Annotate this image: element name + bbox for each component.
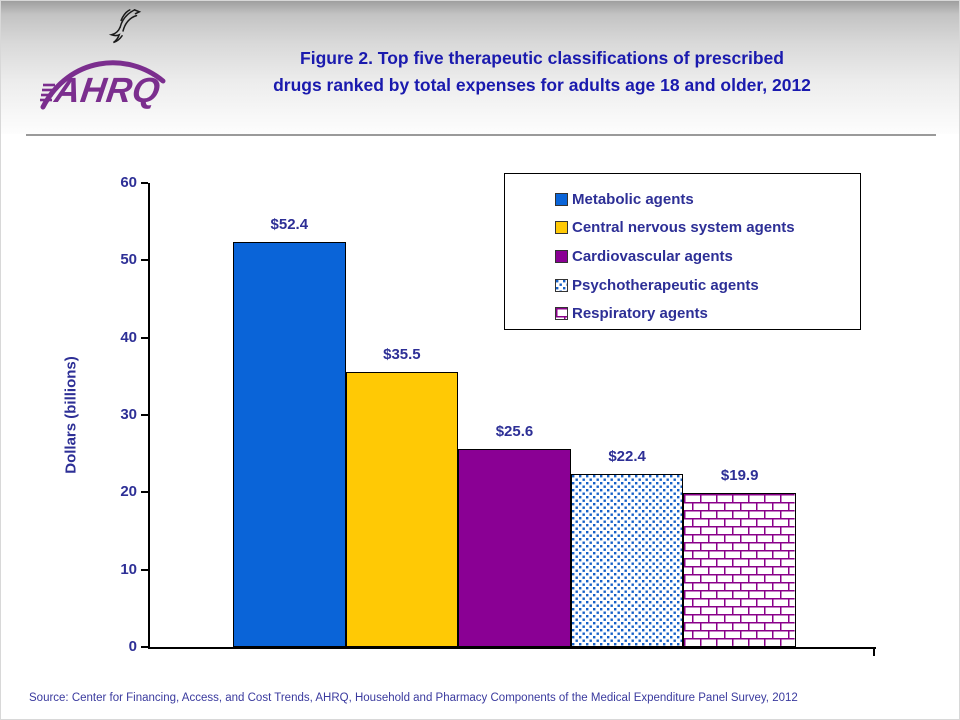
legend-swatch-metabolic-agents bbox=[555, 192, 568, 206]
legend-label-respiratory-agents: Respiratory agents bbox=[572, 305, 708, 323]
legend-swatch-central-nervous-system-agents bbox=[555, 221, 568, 235]
legend-swatch-psychotherapeutic-agents bbox=[555, 278, 568, 292]
legend-swatch-respiratory-agents bbox=[555, 307, 568, 321]
bar-value-label-respiratory-agents: $19.9 bbox=[720, 467, 759, 485]
ahrq-logo: AHRQ bbox=[39, 5, 171, 127]
y-tick-label-60: 60 bbox=[120, 174, 137, 191]
x-axis-end-tick bbox=[873, 649, 875, 656]
header-divider bbox=[26, 134, 936, 136]
bar-central-nervous-system-agents bbox=[345, 372, 459, 647]
bar-value-label-metabolic-agents: $52.4 bbox=[270, 215, 309, 233]
y-axis-title: Dollars (billions) bbox=[62, 356, 80, 474]
x-axis-line bbox=[148, 647, 876, 649]
y-tick-label-0: 0 bbox=[128, 638, 137, 655]
bar-cardiovascular-agents bbox=[458, 449, 571, 647]
legend-label-cardiovascular-agents: Cardiovascular agents bbox=[572, 247, 733, 265]
y-tick-20 bbox=[141, 491, 148, 494]
y-tick-0 bbox=[141, 646, 148, 648]
y-tick-label-50: 50 bbox=[120, 251, 137, 269]
legend-label-metabolic-agents: Metabolic agents bbox=[572, 190, 694, 208]
y-tick-50 bbox=[141, 259, 148, 262]
ahrq-wordmark: AHRQ bbox=[39, 49, 171, 119]
y-tick-label-10: 10 bbox=[120, 560, 137, 578]
source-note: Source: Center for Financing, Access, an… bbox=[29, 692, 798, 704]
legend-item-respiratory-agents: Respiratory agents bbox=[555, 299, 860, 328]
hhs-eagle-icon bbox=[108, 9, 142, 44]
y-tick-60 bbox=[141, 182, 148, 184]
y-axis-line bbox=[148, 183, 150, 649]
y-tick-40 bbox=[141, 336, 148, 339]
page-title: Figure 2. Top five therapeutic classific… bbox=[161, 45, 923, 99]
bar-value-label-cardiovascular-agents: $25.6 bbox=[495, 423, 534, 441]
bar-respiratory-agents bbox=[683, 493, 796, 647]
legend-item-cardiovascular-agents: Cardiovascular agents bbox=[555, 242, 860, 271]
bar-psychotherapeutic-agents bbox=[570, 473, 684, 647]
y-tick-label-40: 40 bbox=[120, 328, 137, 346]
header-gradient: AHRQ Figure 2. Top five therapeutic clas… bbox=[1, 1, 959, 134]
y-tick-label-30: 30 bbox=[120, 406, 137, 423]
legend-item-metabolic-agents: Metabolic agents bbox=[555, 185, 860, 214]
ahrq-swoosh-icon bbox=[40, 60, 166, 110]
y-tick-label-20: 20 bbox=[120, 483, 137, 501]
title-line-1: Figure 2. Top five therapeutic classific… bbox=[300, 48, 784, 68]
legend-label-psychotherapeutic-agents: Psychotherapeutic agents bbox=[572, 276, 759, 294]
y-tick-10 bbox=[141, 568, 148, 571]
bar-value-label-central-nervous-system-agents: $35.5 bbox=[383, 346, 421, 364]
title-line-2: drugs ranked by total expenses for adult… bbox=[273, 75, 811, 95]
bar-value-label-psychotherapeutic-agents: $22.4 bbox=[608, 447, 646, 465]
legend-item-central-nervous-system-agents: Central nervous system agents bbox=[555, 214, 860, 243]
legend: Metabolic agents Central nervous system a… bbox=[504, 173, 861, 330]
legend-label-central-nervous-system-agents: Central nervous system agents bbox=[572, 219, 795, 237]
y-tick-30 bbox=[141, 414, 148, 416]
legend-item-psychotherapeutic-agents: Psychotherapeutic agents bbox=[555, 271, 860, 300]
bar-metabolic-agents bbox=[233, 241, 346, 647]
ahrq-logo-text: AHRQ bbox=[52, 71, 163, 110]
legend-swatch-cardiovascular-agents bbox=[555, 249, 568, 263]
